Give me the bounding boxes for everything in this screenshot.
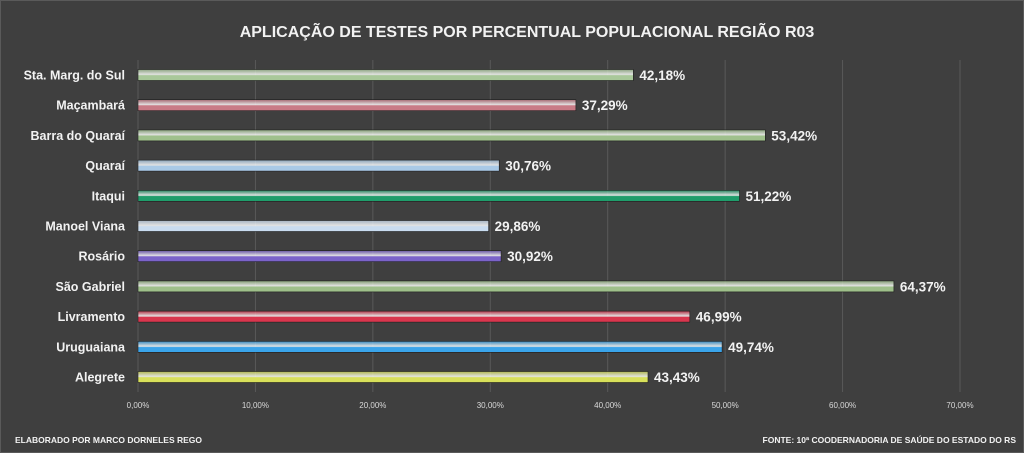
category-labels: Sta. Marg. do Sul Maçambará Barra do Quara… — [24, 69, 126, 385]
data-label: 30,92% — [507, 249, 553, 264]
x-tick-label: 0,00% — [127, 401, 150, 410]
bar — [137, 159, 500, 172]
data-label: 30,76% — [505, 159, 551, 174]
footer-source: FONTE: 10ª COODERNADORIA DE SAÚDE DO EST… — [763, 434, 1017, 445]
category-label: Livramento — [58, 310, 126, 324]
data-label: 64,37% — [900, 279, 946, 294]
x-tick-label: 60,00% — [829, 401, 856, 410]
data-label: 51,22% — [745, 189, 791, 204]
x-tick-label: 50,00% — [712, 401, 739, 410]
x-tick-label: 70,00% — [946, 401, 973, 410]
data-label: 42,18% — [639, 68, 685, 83]
bar — [137, 280, 895, 293]
category-label: São Gabriel — [56, 280, 125, 294]
bar — [137, 69, 634, 81]
bar — [137, 129, 766, 142]
x-tick-label: 10,00% — [242, 401, 269, 410]
bar — [137, 340, 723, 353]
category-label: Manoel Viana — [45, 220, 126, 234]
data-label: 49,74% — [728, 340, 774, 355]
bar — [137, 310, 691, 323]
category-label: Alegrete — [75, 371, 125, 385]
x-axis-ticks: 0,00% 10,00% 20,00% 30,00% 40,00% 50,00% 60,00… — [127, 401, 974, 410]
data-labels: 42,18% 37,29% 53,42% 30,76% 51,22% 29,86% 30,9… — [495, 68, 946, 385]
category-label: Quaraí — [85, 159, 125, 173]
bars — [137, 69, 895, 383]
data-label: 37,29% — [582, 98, 628, 113]
bar — [137, 250, 502, 262]
x-tick-label: 20,00% — [359, 401, 386, 410]
x-tick-label: 30,00% — [477, 401, 504, 410]
bar — [137, 99, 577, 111]
footer-author: ELABORADO POR MARCO DORNELES REGO — [15, 435, 202, 445]
data-label: 29,86% — [495, 219, 541, 234]
x-tick-label: 40,00% — [594, 401, 621, 410]
category-label: Rosário — [78, 250, 125, 264]
data-label: 46,99% — [696, 310, 742, 325]
category-label: Uruguaiana — [56, 340, 126, 354]
bar — [137, 190, 740, 202]
category-label: Sta. Marg. do Sul — [24, 69, 125, 83]
category-label: Barra do Quaraí — [31, 129, 126, 143]
data-label: 53,42% — [771, 128, 817, 143]
data-label: 43,43% — [654, 370, 700, 385]
gridlines — [137, 60, 961, 392]
bar — [137, 220, 489, 232]
category-label: Maçambará — [56, 99, 125, 113]
bar — [137, 371, 649, 383]
chart-title: APLICAÇÃO DE TESTES POR PERCENTUAL POPUL… — [240, 21, 815, 41]
category-label: Itaqui — [92, 189, 125, 203]
